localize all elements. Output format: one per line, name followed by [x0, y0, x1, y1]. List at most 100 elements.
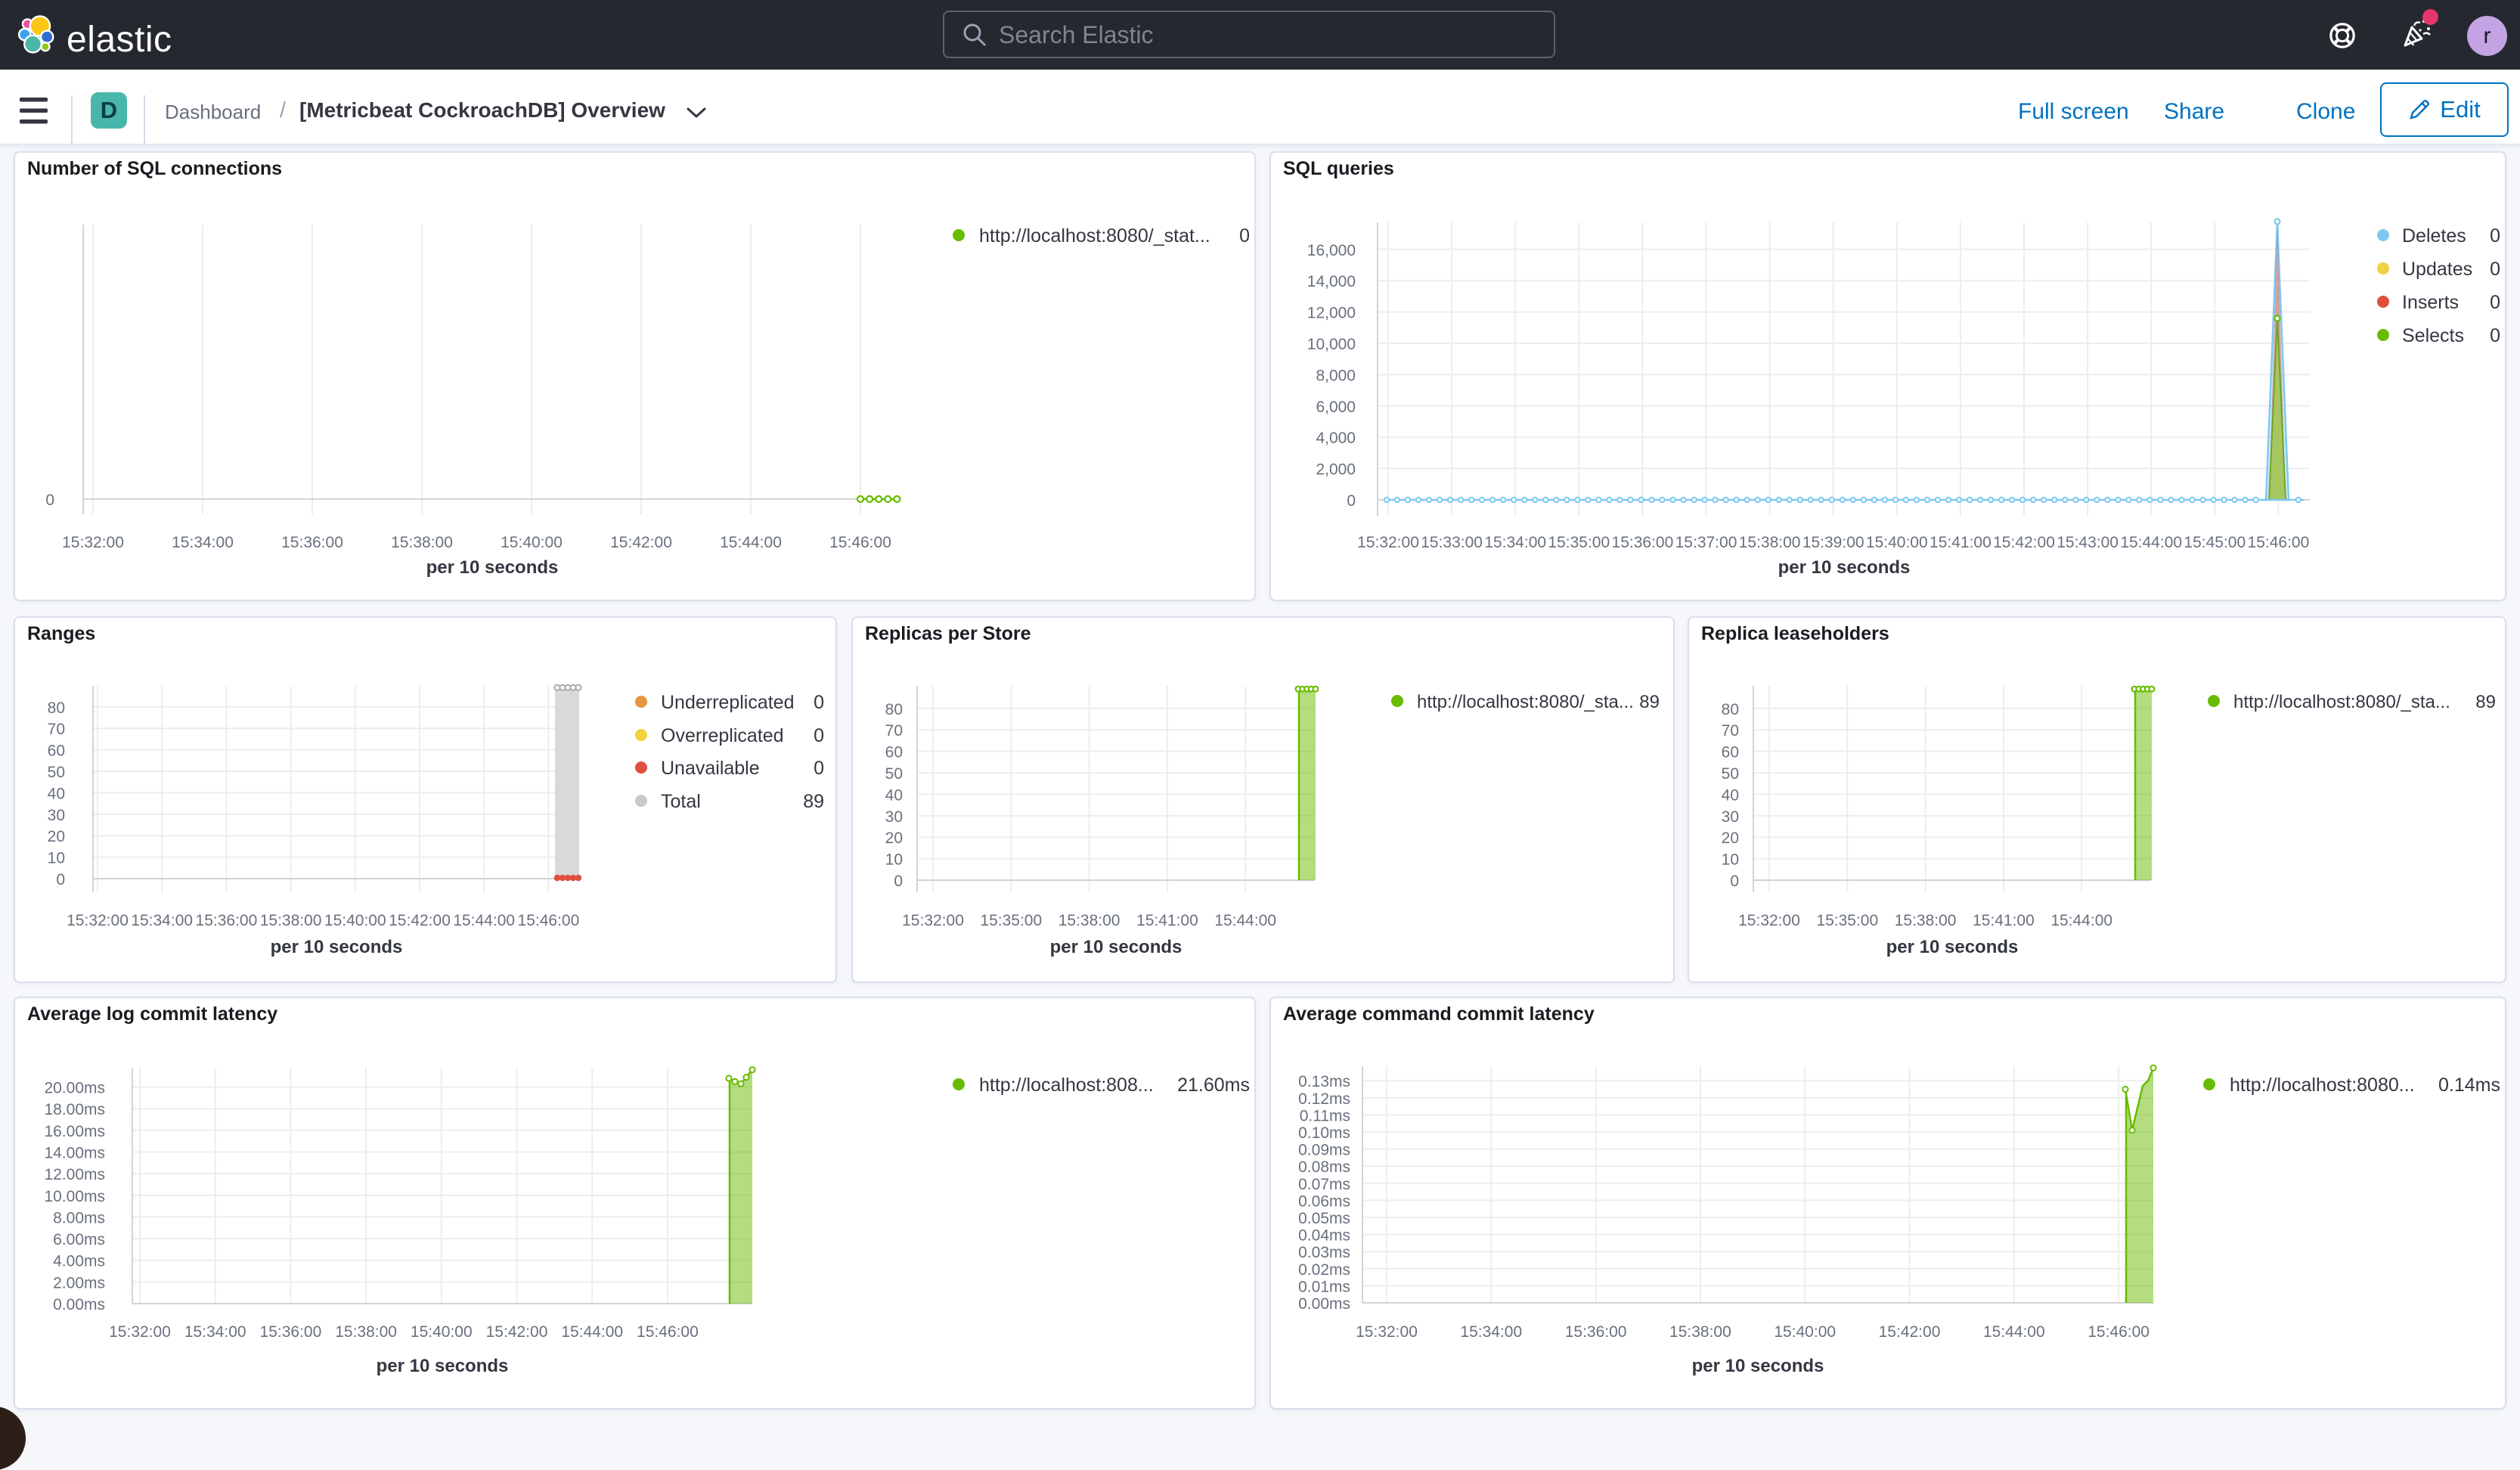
svg-text:40: 40: [1722, 786, 1739, 804]
svg-text:15:38:00: 15:38:00: [391, 534, 453, 551]
svg-text:15:36:00: 15:36:00: [1565, 1323, 1627, 1341]
svg-text:18.00ms: 18.00ms: [44, 1101, 105, 1118]
svg-text:4.00ms: 4.00ms: [53, 1253, 105, 1270]
svg-text:0.09ms: 0.09ms: [1298, 1142, 1350, 1159]
svg-text:60: 60: [1722, 744, 1739, 761]
svg-text:0: 0: [814, 725, 824, 746]
svg-text:70: 70: [48, 721, 65, 738]
svg-text:89: 89: [2475, 692, 2496, 712]
svg-text:15:40:00: 15:40:00: [501, 534, 563, 551]
svg-text:15:44:00: 15:44:00: [453, 912, 515, 929]
svg-text:80: 80: [885, 701, 903, 718]
svg-text:0.14ms: 0.14ms: [2438, 1075, 2500, 1096]
svg-text:12.00ms: 12.00ms: [44, 1166, 105, 1183]
svg-text:70: 70: [885, 722, 903, 740]
svg-text:15:36:00: 15:36:00: [196, 912, 258, 929]
svg-text:0: 0: [2490, 259, 2500, 280]
svg-text:10.00ms: 10.00ms: [44, 1188, 105, 1205]
svg-text:50: 50: [885, 765, 903, 783]
svg-text:16.00ms: 16.00ms: [44, 1123, 105, 1140]
svg-text:50: 50: [48, 764, 65, 781]
svg-text:30: 30: [48, 807, 65, 824]
svg-text:15:35:00: 15:35:00: [1816, 912, 1878, 929]
svg-text:http://localhost:808...: http://localhost:808...: [979, 1075, 1154, 1096]
svg-text:15:46:00: 15:46:00: [829, 534, 891, 551]
svg-text:0: 0: [814, 758, 824, 779]
svg-text:15:40:00: 15:40:00: [324, 912, 386, 929]
svg-text:15:42:00: 15:42:00: [486, 1323, 548, 1341]
svg-text:15:42:00: 15:42:00: [1879, 1323, 1941, 1341]
svg-text:15:41:00: 15:41:00: [1136, 912, 1198, 929]
svg-text:15:42:00: 15:42:00: [610, 534, 672, 551]
svg-text:20.00ms: 20.00ms: [44, 1080, 105, 1097]
svg-text:16,000: 16,000: [1307, 242, 1356, 259]
svg-text:15:44:00: 15:44:00: [1214, 912, 1276, 929]
svg-text:20: 20: [885, 830, 903, 847]
svg-text:15:46:00: 15:46:00: [518, 912, 580, 929]
svg-text:60: 60: [885, 744, 903, 761]
svg-text:0.06ms: 0.06ms: [1298, 1192, 1350, 1210]
svg-text:Underreplicated: Underreplicated: [661, 692, 795, 713]
svg-text:8,000: 8,000: [1316, 367, 1356, 384]
svg-text:http://localhost:8080/_stat...: http://localhost:8080/_stat...: [979, 225, 1210, 247]
svg-text:30: 30: [885, 808, 903, 826]
svg-text:0.00ms: 0.00ms: [53, 1296, 105, 1313]
svg-text:0: 0: [56, 871, 65, 889]
svg-text:15:34:00: 15:34:00: [172, 534, 234, 551]
svg-text:70: 70: [1722, 722, 1739, 740]
svg-text:50: 50: [1722, 765, 1739, 783]
svg-text:15:39:00: 15:39:00: [1802, 534, 1864, 551]
svg-text:15:40:00: 15:40:00: [411, 1323, 473, 1341]
svg-text:15:32:00: 15:32:00: [109, 1323, 171, 1341]
svg-text:15:32:00: 15:32:00: [902, 912, 964, 929]
svg-text:15:36:00: 15:36:00: [260, 1323, 322, 1341]
svg-text:0.05ms: 0.05ms: [1298, 1210, 1350, 1227]
svg-text:per 10 seconds: per 10 seconds: [1692, 1356, 1824, 1376]
svg-text:15:34:00: 15:34:00: [131, 912, 193, 929]
svg-text:15:38:00: 15:38:00: [260, 912, 322, 929]
svg-text:per 10 seconds: per 10 seconds: [1778, 557, 1911, 578]
svg-text:15:32:00: 15:32:00: [1738, 912, 1800, 929]
svg-text:15:36:00: 15:36:00: [1612, 534, 1674, 551]
svg-text:Selects: Selects: [2402, 325, 2464, 346]
svg-text:10: 10: [885, 851, 903, 869]
svg-text:0.03ms: 0.03ms: [1298, 1244, 1350, 1261]
svg-text:Overreplicated: Overreplicated: [661, 725, 784, 746]
svg-text:15:43:00: 15:43:00: [2057, 534, 2119, 551]
svg-text:14,000: 14,000: [1307, 273, 1356, 290]
svg-text:15:42:00: 15:42:00: [389, 912, 451, 929]
svg-text:2,000: 2,000: [1316, 461, 1356, 479]
svg-text:15:34:00: 15:34:00: [1484, 534, 1546, 551]
svg-text:4,000: 4,000: [1316, 430, 1356, 447]
svg-text:15:46:00: 15:46:00: [637, 1323, 699, 1341]
svg-text:20: 20: [48, 828, 65, 845]
svg-text:15:32:00: 15:32:00: [62, 534, 124, 551]
svg-text:0.13ms: 0.13ms: [1298, 1073, 1350, 1090]
svg-text:0: 0: [45, 492, 54, 509]
svg-text:per 10 seconds: per 10 seconds: [1050, 937, 1183, 957]
svg-text:15:40:00: 15:40:00: [1866, 534, 1928, 551]
svg-text:15:40:00: 15:40:00: [1774, 1323, 1836, 1341]
svg-text:15:41:00: 15:41:00: [1930, 534, 1992, 551]
svg-text:per 10 seconds: per 10 seconds: [1886, 937, 2019, 957]
svg-text:per 10 seconds: per 10 seconds: [426, 557, 559, 578]
svg-text:15:42:00: 15:42:00: [1993, 534, 2055, 551]
svg-text:2.00ms: 2.00ms: [53, 1274, 105, 1292]
svg-text:10,000: 10,000: [1307, 336, 1356, 353]
svg-text:15:38:00: 15:38:00: [1669, 1323, 1731, 1341]
svg-text:per 10 seconds: per 10 seconds: [271, 937, 403, 957]
svg-text:15:44:00: 15:44:00: [1983, 1323, 2045, 1341]
svg-text:15:44:00: 15:44:00: [561, 1323, 623, 1341]
svg-text:http://localhost:8080...: http://localhost:8080...: [2230, 1075, 2415, 1096]
svg-text:0.12ms: 0.12ms: [1298, 1090, 1350, 1108]
svg-text:15:33:00: 15:33:00: [1421, 534, 1483, 551]
svg-text:0.11ms: 0.11ms: [1300, 1107, 1350, 1124]
svg-text:30: 30: [1722, 808, 1739, 826]
svg-text:15:38:00: 15:38:00: [1739, 534, 1801, 551]
svg-text:0: 0: [814, 692, 824, 713]
svg-text:Total: Total: [661, 791, 701, 812]
svg-text:15:34:00: 15:34:00: [184, 1323, 246, 1341]
svg-text:0.04ms: 0.04ms: [1298, 1227, 1350, 1245]
svg-text:89: 89: [1639, 692, 1660, 712]
svg-text:21.60ms: 21.60ms: [1177, 1075, 1250, 1096]
